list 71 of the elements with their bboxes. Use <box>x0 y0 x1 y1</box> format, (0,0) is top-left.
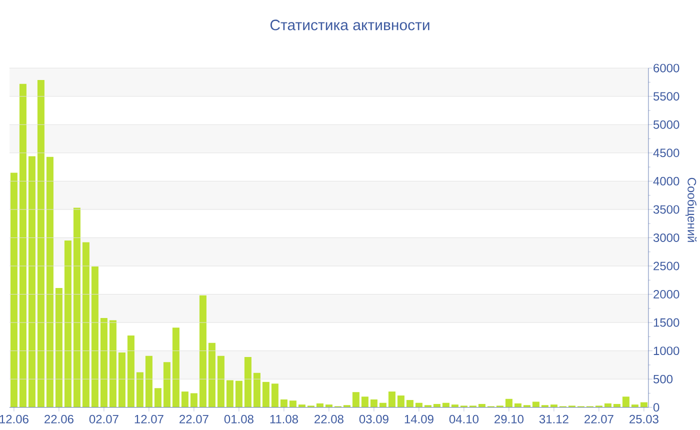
bar <box>55 288 62 408</box>
bar <box>361 396 368 408</box>
bar <box>19 84 26 408</box>
bar <box>271 384 278 408</box>
bar <box>100 318 108 408</box>
y-tick-label: 1500 <box>654 318 680 327</box>
y-tick-label: 6000 <box>654 64 680 72</box>
chart-title: Статистика активности <box>270 20 430 30</box>
bar <box>388 392 396 408</box>
bar <box>262 382 270 408</box>
x-tick-label: 22.06 <box>44 414 74 424</box>
y-tick-label: 3500 <box>653 205 680 214</box>
bar <box>190 393 198 408</box>
y-axis-title: Сообщений <box>685 178 697 242</box>
bar <box>397 395 404 408</box>
y-tick-label: 5000 <box>653 120 680 129</box>
y-tick-label: 3000 <box>653 233 680 242</box>
x-tick-label: 22.07 <box>584 414 614 424</box>
x-tick-label: 14.09 <box>404 414 434 424</box>
bar <box>172 328 180 408</box>
bar <box>181 392 188 408</box>
bar <box>505 398 512 408</box>
bar <box>280 399 288 408</box>
bar <box>253 372 260 408</box>
bar <box>406 400 414 408</box>
bar <box>82 242 90 408</box>
y-tick-label: 4000 <box>653 176 680 186</box>
bar <box>289 400 296 408</box>
bar <box>127 336 134 408</box>
bar <box>91 266 98 408</box>
bar <box>136 372 144 408</box>
bar <box>226 380 234 408</box>
bar <box>145 356 152 408</box>
x-tick-label: 22.07 <box>180 414 208 424</box>
bar <box>217 356 224 408</box>
bar <box>352 392 360 408</box>
y-tick-label: 2000 <box>654 290 680 299</box>
x-tick-label: 12.07 <box>134 414 164 424</box>
x-tick-label: 11.08 <box>270 414 298 424</box>
bar <box>73 208 80 408</box>
x-tick-label: 25.03 <box>630 414 658 424</box>
x-tick-label: 02.07 <box>89 414 118 424</box>
bar <box>199 295 206 408</box>
y-tick-label: 5500 <box>653 92 680 101</box>
y-tick-label: 1000 <box>654 346 680 356</box>
bar <box>10 172 18 408</box>
x-tick-label: 01.08 <box>224 414 254 424</box>
x-tick-label: 31.12 <box>539 414 568 424</box>
y-tick-label: 4500 <box>653 148 680 158</box>
bar <box>244 357 252 408</box>
x-tick-label: 22.08 <box>314 414 344 424</box>
y-tick-label: 2500 <box>654 262 680 270</box>
bar <box>163 362 170 408</box>
bar <box>64 240 72 408</box>
bar <box>235 380 242 408</box>
bar <box>118 352 126 408</box>
x-tick-label: 29.10 <box>494 414 524 424</box>
x-tick-label: 12.06 <box>0 414 28 424</box>
bar <box>46 156 54 408</box>
bar <box>622 396 630 408</box>
y-tick-label: 0 <box>653 403 660 412</box>
bar <box>28 156 36 408</box>
y-tick-label: 500 <box>653 374 673 384</box>
x-tick-label: 03.09 <box>359 414 388 424</box>
bar <box>208 342 216 408</box>
bar <box>154 388 162 408</box>
bar <box>532 402 540 408</box>
x-tick-label: 04.10 <box>449 414 478 424</box>
bar <box>37 80 44 408</box>
bar <box>109 320 116 408</box>
bar <box>370 399 378 408</box>
